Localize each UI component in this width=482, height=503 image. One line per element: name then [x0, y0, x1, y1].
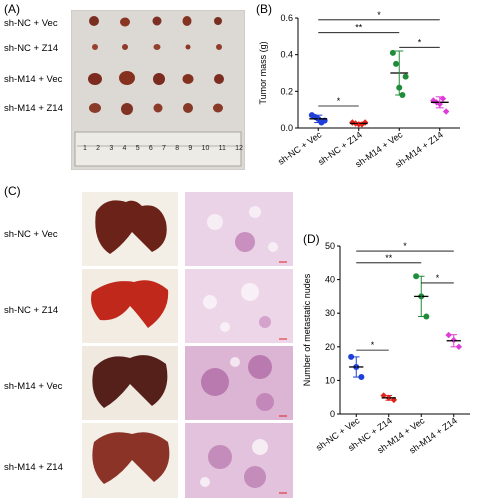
ruler-number: 3	[109, 145, 114, 152]
chart-metastatic-nodes: Number of metastatic nudes01020304050sh-…	[302, 241, 470, 456]
ruler-numbers: 1 2 3 4 5 6 7 8 9 10 11 12	[83, 145, 243, 159]
tumor-samples	[88, 16, 224, 115]
panel-a-row-1: sh-NC + Vec	[4, 18, 58, 29]
data-point	[442, 108, 450, 115]
chart-tumor-mass: Tumor mass (g)0.00.20.40.6sh-NC + Vecsh-…	[258, 10, 460, 170]
data-point	[349, 119, 356, 126]
data-point	[358, 374, 365, 381]
ruler	[74, 131, 242, 167]
y-tick-label: 20	[325, 342, 335, 352]
significance-label: *	[371, 340, 375, 350]
significance-label: *	[337, 96, 341, 106]
y-axis-label: Number of metastatic nudes	[302, 273, 312, 386]
panel-a-row-2: sh-NC + Z14	[4, 43, 59, 54]
data-point	[455, 343, 463, 350]
ruler-number: 2	[96, 145, 101, 152]
ruler-number: 5	[135, 145, 140, 152]
ruler-number: 10	[201, 145, 210, 152]
panel-a-row-4: sh-M14 + Z14	[4, 103, 63, 114]
data-point	[380, 392, 387, 399]
ruler-number: 4	[122, 145, 127, 152]
ruler-number: 9	[188, 145, 193, 152]
ruler-number: 7	[162, 145, 166, 152]
data-point	[389, 49, 396, 56]
ruler-number: 6	[148, 145, 153, 152]
tumor-photo-image	[70, 9, 246, 171]
data-point	[361, 119, 369, 126]
panel-c-row-3: sh-M14 + Vec	[4, 381, 63, 392]
ruler-number: 12	[235, 145, 243, 152]
y-tick-label: 0.0	[280, 123, 293, 133]
panel-b-label: (B)	[256, 2, 272, 16]
data-point	[445, 331, 452, 339]
data-point	[413, 273, 420, 280]
panel-c-row-2: sh-NC + Z14	[4, 305, 59, 316]
data-point	[402, 73, 409, 80]
ruler-number: 8	[175, 145, 180, 152]
significance-label: *	[377, 10, 381, 20]
significance-label: *	[436, 273, 440, 283]
significance-label: **	[355, 23, 363, 33]
significance-label: *	[418, 37, 422, 47]
panel-c-label: (C)	[4, 184, 21, 198]
panel-c-row-4: sh-M14 + Z14	[4, 462, 63, 473]
y-tick-label: 30	[325, 308, 335, 318]
y-axis-label: Tumor mass (g)	[258, 41, 268, 104]
panel-d-label: (D)	[303, 232, 320, 246]
y-tick-label: 0.6	[280, 13, 293, 23]
panel-c-row-1: sh-NC + Vec	[4, 229, 58, 240]
y-tick-label: 0.4	[280, 50, 293, 60]
panel-a-label: (A)	[4, 2, 20, 16]
significance-label: **	[385, 253, 393, 263]
y-tick-label: 0.2	[280, 86, 293, 96]
panel-a-row-3: sh-M14 + Vec	[4, 74, 63, 85]
tumor-photo: 1 2 3 4 5 6 7 8 9 10 11 12	[70, 9, 246, 171]
lung-photos-image	[82, 192, 178, 498]
y-tick-label: 0	[330, 409, 335, 419]
y-tick-label: 10	[325, 375, 335, 385]
y-tick-label: 50	[325, 241, 335, 251]
ruler-number: 11	[218, 145, 226, 152]
significance-label: *	[403, 241, 407, 251]
histology-images	[185, 192, 293, 498]
data-point	[423, 313, 430, 320]
data-point	[348, 353, 355, 360]
ruler-number: 1	[83, 145, 87, 152]
lung-photos	[82, 192, 178, 498]
data-point	[393, 60, 400, 67]
histology-images-image	[185, 192, 293, 498]
y-tick-label: 40	[325, 275, 335, 285]
